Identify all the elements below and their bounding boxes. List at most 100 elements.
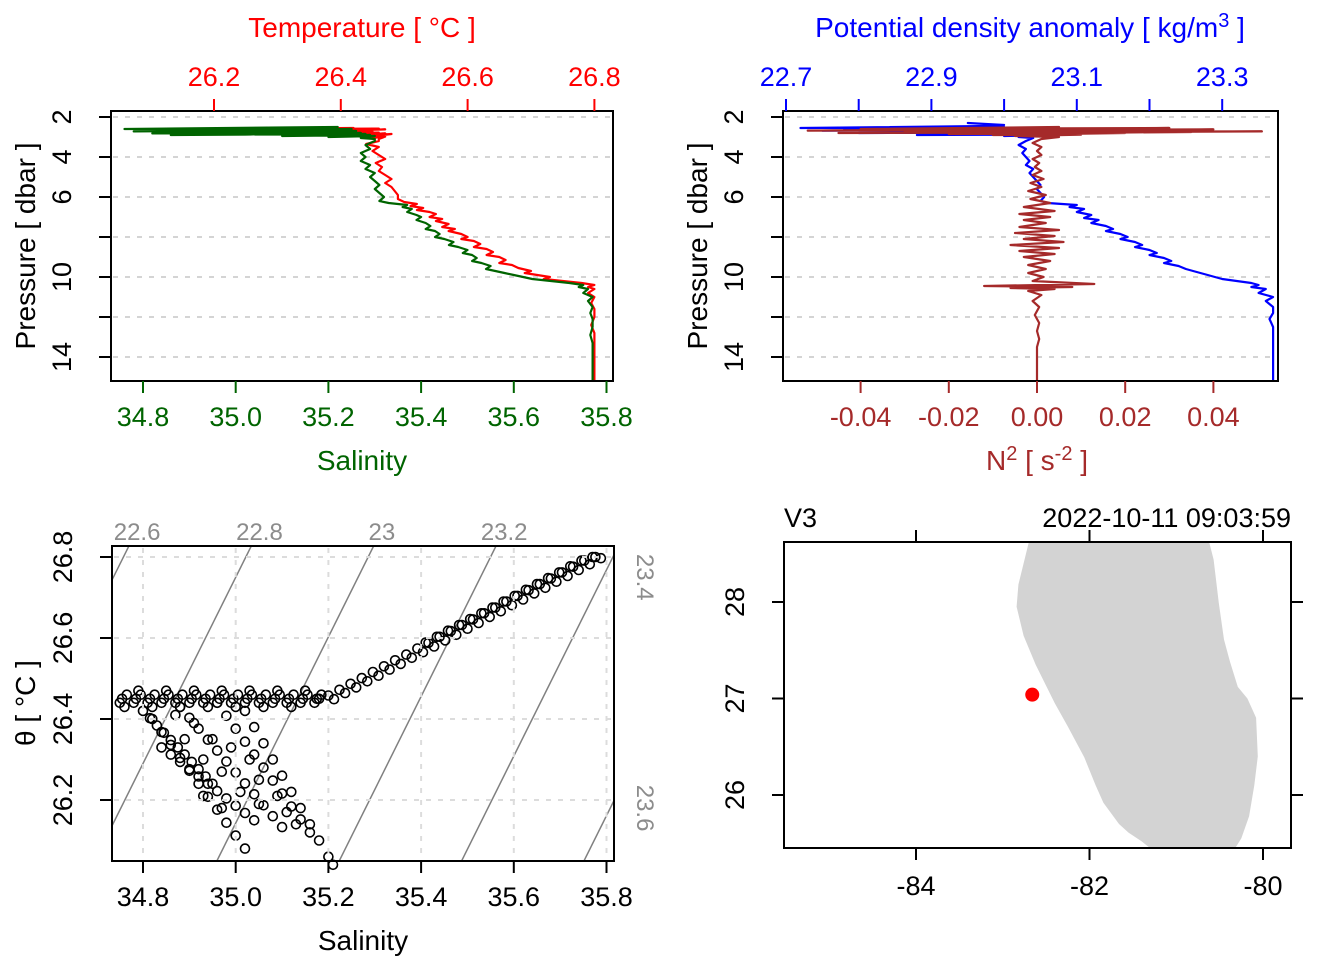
ts-point: [202, 734, 214, 746]
series-buoyancy-frequency-squared: [806, 125, 1264, 381]
ts-point: [207, 778, 218, 790]
ts-point: [172, 742, 184, 753]
ts-point: [517, 594, 529, 605]
ts-point: [339, 687, 351, 699]
top-tick-label: 26.6: [441, 62, 494, 92]
ts-point: [453, 619, 465, 631]
bottom-tick-label: 34.8: [117, 402, 170, 432]
ts-point: [495, 605, 507, 617]
map-timestamp-label: 2022-10-11 09:03:59: [1042, 503, 1291, 533]
isopycnal-contour: [112, 546, 253, 828]
ts-point: [356, 672, 368, 684]
ts-point: [361, 675, 373, 687]
ts-point: [406, 652, 418, 664]
n2-title-sup2: -2: [1055, 443, 1073, 465]
ts-point: [334, 684, 345, 696]
ts-point: [244, 754, 255, 765]
ts-point: [290, 818, 302, 830]
ts-point: [174, 756, 186, 768]
ts-point: [498, 596, 509, 607]
left-tick-label: 14: [47, 342, 77, 372]
ts-point: [186, 693, 197, 705]
ts-point: [542, 572, 554, 584]
left-tick-label: 26.8: [48, 531, 78, 584]
top-tick-label: 26.4: [315, 62, 368, 92]
ts-point: [198, 790, 209, 802]
density-title-base: Potential density anomaly [ kg/m: [815, 12, 1218, 43]
ts-point: [400, 649, 412, 660]
left-tick-label: 6: [47, 189, 77, 204]
ts-point: [281, 806, 293, 818]
left-tick-label: 26.4: [48, 693, 78, 746]
bottom-tick-label: 35.8: [580, 882, 633, 912]
ts-point: [188, 717, 200, 729]
series-temperature: [168, 126, 596, 381]
ts-point: [520, 584, 532, 596]
ts-point: [573, 564, 585, 576]
ts-point: [428, 641, 440, 652]
n2-title-sup: 2: [1006, 443, 1017, 465]
ts-point: [464, 613, 476, 625]
bottom-tick-label: 35.6: [488, 402, 541, 432]
panel-ts-diagram: 34.8 35.0 35.2 35.4 35.6 35.8 26.2 26.4 26.6 26.8…: [48, 519, 658, 912]
latitude-label: 26: [720, 780, 750, 810]
ts-point: [156, 742, 167, 753]
plot-border: [111, 545, 615, 862]
left-tick-label: 4: [719, 149, 749, 164]
ts-point: [216, 766, 228, 778]
ts-point: [165, 749, 177, 760]
left-tick-label: 6: [719, 189, 749, 204]
contour-label-top: 22.8: [236, 519, 283, 546]
n2-axis-title: N2 [ s-2 ]: [986, 443, 1088, 476]
latitude-label: 27: [720, 683, 750, 713]
theta-axis-title: θ [ °C ]: [10, 660, 41, 746]
ts-point: [267, 810, 279, 822]
ts-point: [384, 664, 395, 675]
ts-point: [221, 793, 232, 804]
ts-point: [258, 762, 269, 773]
ts-point: [116, 693, 128, 705]
bottom-tick-label: 35.2: [302, 882, 355, 912]
top-tick-label: 23.3: [1196, 62, 1249, 92]
left-tick-label: 4: [47, 149, 77, 164]
ts-point: [590, 551, 601, 563]
longitude-label: -82: [1070, 871, 1109, 901]
ts-point: [576, 555, 587, 566]
ts-point: [345, 678, 356, 690]
ts-point: [144, 693, 156, 705]
ts-point: [539, 582, 551, 594]
contour-label-top: 23: [368, 519, 395, 546]
ts-point: [230, 723, 241, 735]
ts-point: [151, 720, 163, 731]
ts-point: [235, 786, 246, 798]
ts-point: [417, 646, 429, 658]
ts-point: [253, 774, 265, 786]
top-tick-label: 23.1: [1051, 62, 1104, 92]
ts-point: [473, 617, 484, 629]
ts-point: [304, 827, 316, 838]
bottom-tick-label: 35.4: [395, 402, 448, 432]
ts-point: [285, 786, 297, 798]
left-tick-label: 14: [719, 342, 749, 372]
n2-title-post: ]: [1072, 445, 1088, 476]
isopycnal-contour: [460, 553, 614, 861]
ts-point: [297, 693, 309, 705]
ts-point: [255, 693, 267, 705]
bottom-tick-label: 35.0: [209, 882, 262, 912]
ts-point: [506, 599, 518, 611]
ts-point: [211, 804, 223, 816]
panel-temperature-salinity: 26.2 26.4 26.6 26.8 34.8 35.0 35.2 35.4 35.6 35.8…: [47, 62, 633, 432]
ts-point: [239, 807, 251, 819]
ts-point: [328, 693, 340, 705]
ts-point: [239, 736, 251, 748]
ts-point: [562, 570, 573, 582]
ts-point: [200, 771, 211, 782]
ts-point: [211, 785, 223, 797]
top-tick-label: 22.7: [760, 62, 813, 92]
ts-point: [311, 693, 323, 705]
ts-point: [420, 637, 432, 648]
bottom-tick-label: 35.0: [209, 402, 262, 432]
density-axis-title: Potential density anomaly [ kg/m3 ]: [815, 10, 1245, 43]
ts-point: [313, 835, 325, 846]
bottom-tick-label: 0.04: [1187, 402, 1240, 432]
